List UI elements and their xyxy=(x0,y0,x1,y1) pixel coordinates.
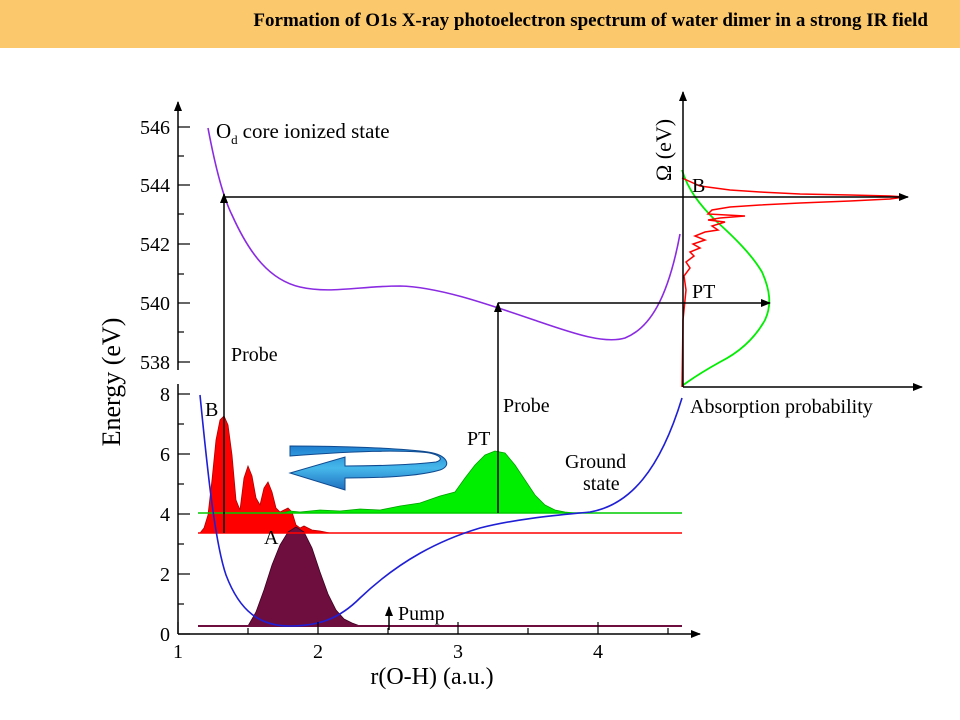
ground-state-label-1: Ground xyxy=(565,451,626,473)
y-tick-2: 2 xyxy=(160,564,170,586)
probe-right-label: Probe xyxy=(503,395,550,417)
y-axis-label: Energy (eV) xyxy=(97,318,126,447)
ground-state-label-2: state xyxy=(583,473,620,495)
absorption-axis-label: Absorption probability xyxy=(690,396,873,418)
A-label: A xyxy=(264,527,279,549)
omega-axis-label: Ω (eV) xyxy=(651,119,676,181)
wavepacket-PT-fill xyxy=(281,450,576,514)
pump-label: Pump xyxy=(398,603,445,625)
header-banner: Formation of O1s X-ray photoelectron spe… xyxy=(0,0,960,48)
ground-state-curve xyxy=(199,394,683,627)
axis-ticks xyxy=(177,126,669,635)
x-tick-1: 1 xyxy=(173,641,183,663)
core-ionized-curve xyxy=(207,127,681,341)
y-tick-4: 4 xyxy=(160,504,170,526)
PT-spectrum-curve xyxy=(681,169,771,387)
y-tick-0: 0 xyxy=(160,624,170,646)
wavepacket-B-fill xyxy=(198,415,331,534)
y-tick-544: 544 xyxy=(140,175,170,197)
y-tick-538: 538 xyxy=(140,352,170,374)
x-tick-2: 2 xyxy=(313,641,323,663)
y-tick-8: 8 xyxy=(160,384,170,406)
header-title: Formation of O1s X-ray photoelectron spe… xyxy=(253,10,928,31)
blue-curved-arrow xyxy=(288,445,448,491)
probe-left-label: Probe xyxy=(231,344,278,366)
x-tick-4: 4 xyxy=(593,641,603,663)
wavepacket-A-fill xyxy=(247,526,361,627)
B-spectrum-curve xyxy=(681,177,906,388)
x-tick-3: 3 xyxy=(453,641,463,663)
B-right-label: B xyxy=(692,175,705,197)
core-state-label: Od core ionized state xyxy=(216,119,390,147)
y-tick-542: 542 xyxy=(140,234,170,256)
y-tick-546: 546 xyxy=(140,117,170,139)
y-tick-540: 540 xyxy=(140,293,170,315)
PT-mid-label: PT xyxy=(467,428,490,450)
PT-right-label: PT xyxy=(692,281,715,303)
B-left-label: B xyxy=(205,399,218,421)
y-tick-6: 6 xyxy=(160,444,170,466)
x-axis-label: r(O-H) (a.u.) xyxy=(370,664,493,690)
main-axes xyxy=(174,91,923,638)
